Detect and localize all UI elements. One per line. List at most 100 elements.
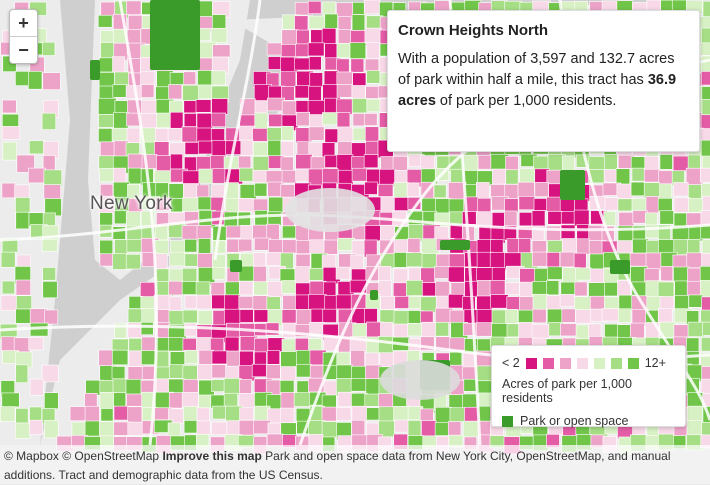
census-tract[interactable] [309, 365, 324, 379]
census-tract[interactable] [701, 27, 710, 46]
zoom-in-button[interactable]: + [18, 13, 29, 33]
census-tract[interactable] [197, 70, 214, 87]
census-tract[interactable] [532, 308, 547, 324]
census-tract[interactable] [126, 0, 142, 15]
census-tract[interactable] [518, 322, 534, 339]
census-tract[interactable] [435, 322, 449, 337]
census-tract[interactable] [168, 337, 185, 352]
census-tract[interactable] [335, 294, 354, 310]
census-tract[interactable] [632, 210, 648, 224]
census-tract[interactable] [489, 279, 506, 296]
census-tract[interactable] [293, 57, 312, 71]
census-tract[interactable] [181, 225, 199, 240]
census-tract[interactable] [182, 84, 200, 101]
census-tract[interactable] [239, 350, 254, 368]
census-tract[interactable] [114, 239, 128, 255]
census-tract[interactable] [267, 181, 283, 197]
census-tract[interactable] [449, 337, 466, 351]
census-tract[interactable] [350, 350, 365, 368]
census-tract[interactable] [406, 252, 423, 268]
census-tract[interactable] [181, 392, 199, 408]
census-tract[interactable] [280, 141, 294, 157]
census-tract[interactable] [266, 350, 281, 365]
census-tract[interactable] [238, 238, 253, 252]
census-tract[interactable] [547, 211, 563, 225]
census-tract[interactable] [476, 309, 494, 325]
census-tract[interactable] [168, 364, 185, 379]
census-tract[interactable] [125, 254, 141, 270]
census-tract[interactable] [447, 266, 465, 283]
census-tract[interactable] [238, 419, 255, 436]
census-tract[interactable] [280, 125, 294, 141]
census-tract[interactable] [701, 71, 710, 86]
census-tract[interactable] [111, 338, 129, 352]
census-tract[interactable] [366, 70, 381, 84]
census-tract[interactable] [154, 225, 169, 241]
census-tract[interactable] [560, 323, 578, 337]
census-tract[interactable] [349, 42, 367, 59]
census-tract[interactable] [699, 265, 710, 282]
census-tract[interactable] [238, 296, 254, 309]
census-tract[interactable] [492, 168, 507, 185]
census-tract[interactable] [645, 196, 659, 214]
census-tract[interactable] [44, 420, 59, 439]
census-tract[interactable] [2, 141, 18, 161]
census-tract[interactable] [658, 170, 674, 186]
census-tract[interactable] [700, 337, 710, 352]
census-tract[interactable] [239, 407, 254, 421]
census-tract[interactable] [267, 139, 282, 157]
census-tract[interactable] [406, 280, 423, 296]
census-tract[interactable] [1, 126, 21, 140]
census-tract[interactable] [0, 251, 16, 268]
census-tract[interactable] [296, 29, 310, 47]
census-tract[interactable] [295, 43, 309, 57]
census-tract[interactable] [100, 42, 115, 59]
census-tract[interactable] [335, 407, 352, 421]
census-tract[interactable] [701, 98, 710, 117]
census-tract[interactable] [128, 338, 143, 352]
census-tract[interactable] [97, 14, 113, 28]
census-tract[interactable] [42, 281, 58, 299]
census-tract[interactable] [363, 0, 381, 14]
census-tract[interactable] [280, 407, 295, 424]
census-tract[interactable] [197, 364, 214, 380]
census-tract[interactable] [140, 321, 154, 336]
census-tract[interactable] [589, 295, 606, 310]
census-tract[interactable] [169, 251, 186, 267]
census-tract[interactable] [687, 405, 703, 423]
zoom-out-button[interactable]: − [10, 36, 37, 63]
census-tract[interactable] [15, 364, 29, 384]
census-tract[interactable] [182, 365, 198, 381]
census-tract[interactable] [281, 86, 295, 101]
census-tract[interactable] [363, 113, 378, 126]
census-tract[interactable] [308, 126, 325, 141]
census-tract[interactable] [350, 58, 365, 73]
census-tract[interactable] [420, 155, 435, 171]
census-tract[interactable] [351, 167, 368, 182]
census-tract[interactable] [15, 408, 29, 424]
census-tract[interactable] [253, 338, 269, 353]
census-tract[interactable] [252, 128, 270, 142]
census-tract[interactable] [295, 168, 310, 182]
census-tract[interactable] [15, 71, 31, 86]
census-tract[interactable] [377, 183, 394, 197]
census-tract[interactable] [141, 99, 157, 115]
census-tract[interactable] [295, 154, 313, 170]
census-tract[interactable] [686, 420, 703, 437]
census-tract[interactable] [352, 323, 367, 339]
census-tract[interactable] [616, 183, 634, 200]
census-tract[interactable] [364, 393, 381, 407]
census-tract[interactable] [41, 364, 59, 383]
census-tract[interactable] [364, 352, 380, 367]
census-tract[interactable] [352, 98, 368, 114]
census-tract[interactable] [449, 407, 467, 423]
census-tract[interactable] [168, 280, 183, 296]
census-tract[interactable] [630, 181, 646, 197]
census-tract[interactable] [394, 197, 409, 211]
census-tract[interactable] [701, 86, 710, 102]
census-tract[interactable] [308, 56, 322, 71]
census-tract[interactable] [196, 112, 214, 131]
census-tract[interactable] [407, 420, 422, 437]
census-tract[interactable] [505, 309, 519, 324]
census-tract[interactable] [197, 252, 215, 269]
